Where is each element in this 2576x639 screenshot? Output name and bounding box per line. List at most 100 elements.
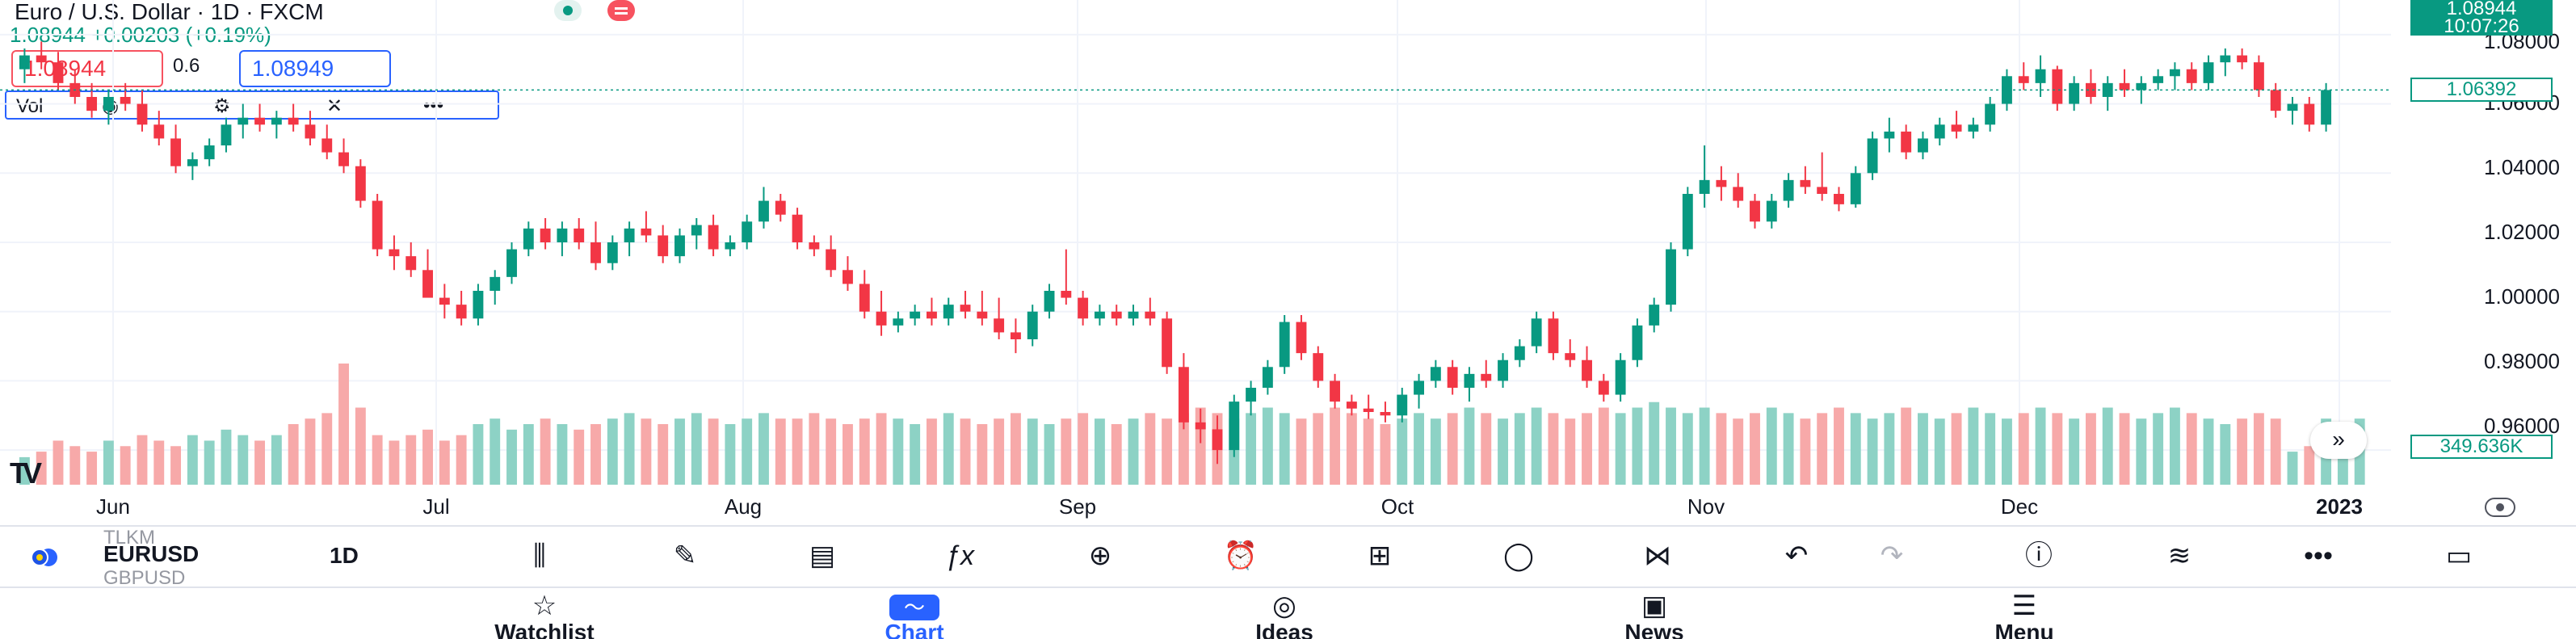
candle	[456, 291, 467, 326]
candle-body	[288, 117, 299, 125]
candle-body	[237, 117, 249, 125]
indicators-icon[interactable]: ▤	[809, 540, 836, 571]
price-chart[interactable]	[0, 0, 2391, 517]
pencil-icon[interactable]: ✎	[673, 540, 697, 571]
candle	[338, 138, 349, 174]
candle	[1346, 394, 1357, 416]
candles-icon[interactable]: ⫼	[533, 540, 546, 571]
volume-bar	[2220, 424, 2231, 485]
grid-icon[interactable]: ⊞	[1368, 540, 1392, 571]
alarm-icon[interactable]: ⏰	[1223, 540, 1259, 571]
undo-icon[interactable]: ↶	[1784, 540, 1809, 571]
nav-chart[interactable]: 〜 Chart	[834, 591, 995, 639]
volume-bar	[2069, 418, 2080, 485]
eye-icon[interactable]	[2485, 498, 2515, 517]
candle	[641, 211, 652, 242]
volume-bar	[1834, 407, 1844, 485]
volume-bar	[1918, 413, 1928, 485]
symbol-next[interactable]: GBPUSD	[103, 567, 186, 589]
candle	[1279, 315, 1290, 374]
candle	[69, 69, 81, 104]
candle-body	[170, 138, 182, 166]
lightbulb-icon[interactable]: ◯	[1502, 540, 1535, 571]
candle-body	[2052, 69, 2063, 104]
candle	[1363, 394, 1374, 419]
candle-body	[1766, 200, 1777, 222]
candle	[1229, 394, 1240, 457]
candle	[1313, 346, 1324, 388]
close-icon[interactable]: ✕	[326, 95, 343, 117]
sell-button[interactable]: 1.08944	[11, 50, 163, 87]
volume-bar	[775, 418, 786, 485]
symbol-title[interactable]: Euro / U.S. Dollar · 1D · FXCM	[15, 0, 324, 24]
candle-body	[2220, 55, 2231, 63]
order-panel-icon[interactable]	[607, 0, 635, 21]
candle	[1262, 359, 1273, 395]
volume-bar	[1380, 424, 1391, 485]
candle-body	[1430, 367, 1441, 381]
candle	[2270, 82, 2281, 118]
candle	[187, 152, 198, 180]
volume-bar	[540, 418, 551, 485]
candle-body	[1397, 394, 1408, 416]
candle-body	[2287, 103, 2298, 111]
volume-bar	[2136, 418, 2147, 485]
volume-bar	[2119, 413, 2130, 485]
time-label: Jun	[96, 494, 130, 519]
fx-icon[interactable]: ƒx	[945, 540, 974, 571]
volume-bar	[1951, 413, 1962, 485]
candle	[725, 235, 736, 257]
volume-bar	[943, 413, 954, 485]
market-status-icon[interactable]	[554, 0, 582, 21]
volume-bar	[2085, 413, 2096, 485]
candle-body	[53, 62, 64, 83]
plus-circle-icon[interactable]: ⊕	[1088, 540, 1112, 571]
candle-body	[1598, 380, 1609, 395]
volume-bar	[1934, 418, 1945, 485]
more-icon[interactable]: •••	[2304, 540, 2333, 571]
volume-bar	[321, 413, 333, 485]
compare-icon[interactable]: ≋	[2167, 540, 2191, 571]
buy-button[interactable]: 1.08949	[239, 50, 391, 87]
candle-body	[254, 117, 266, 125]
volume-bar	[1162, 418, 1173, 485]
candle-body	[1666, 249, 1676, 305]
candle-body	[607, 242, 618, 263]
candle	[506, 242, 517, 284]
more-icon[interactable]: •••	[423, 95, 444, 116]
share-icon[interactable]: ⋈	[1644, 540, 1671, 571]
volume-bar	[153, 440, 165, 485]
gear-icon[interactable]: ⚙	[213, 95, 231, 117]
volume-bar	[859, 418, 870, 485]
redo-icon[interactable]: ↷	[1880, 540, 1904, 571]
time-label: 2023	[2316, 494, 2363, 519]
interval-button[interactable]: 1D	[330, 543, 359, 568]
symbol-prev[interactable]: TLKM	[103, 527, 156, 549]
candle-body	[204, 145, 215, 160]
nav-watchlist[interactable]: ☆ Watchlist	[464, 591, 625, 639]
candle	[674, 228, 685, 263]
candle	[1414, 373, 1425, 409]
volume-bar	[2237, 418, 2248, 485]
volume-bar	[843, 424, 853, 485]
price-axis[interactable]: 1.04000 1.02000 1.00000 0.98000 0.96000 …	[2391, 0, 2576, 517]
symbol-search-button[interactable]: EURUSD	[103, 541, 200, 566]
candle	[2153, 69, 2164, 90]
volume-bar	[1750, 413, 1760, 485]
candle	[1800, 166, 1811, 194]
news-icon: ▣	[1641, 591, 1668, 621]
info-icon[interactable]: ⓘ	[2025, 540, 2053, 571]
fullscreen-icon[interactable]: ▭	[2445, 540, 2473, 571]
nav-menu[interactable]: ☰ Menu	[1944, 591, 2105, 639]
candle	[876, 291, 887, 336]
scroll-to-realtime-button[interactable]: »	[2310, 422, 2367, 459]
volume-bar	[187, 435, 198, 485]
candle-body	[1834, 194, 1844, 204]
candle-body	[1145, 311, 1156, 319]
candle	[1111, 305, 1122, 326]
nav-ideas[interactable]: ◎ Ideas	[1204, 591, 1365, 639]
candle-body	[943, 305, 954, 319]
candle	[2304, 97, 2315, 132]
nav-news[interactable]: ▣ News	[1574, 591, 1735, 639]
candle	[153, 111, 165, 145]
